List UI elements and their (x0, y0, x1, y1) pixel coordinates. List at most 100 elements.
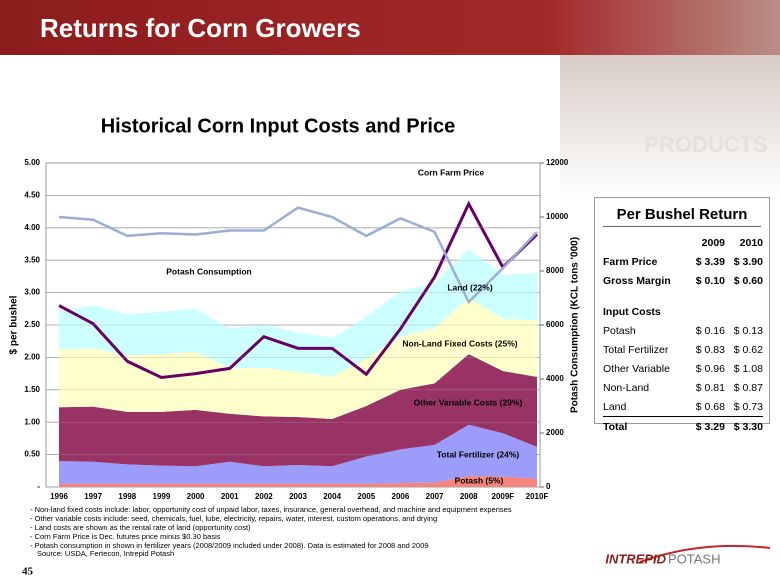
table-body: 2009 2010 Farm Price $ 3.39 $ 3.90 Gross Marg… (603, 233, 763, 436)
table-row: Farm Price $ 3.39 $ 3.90 (603, 252, 763, 271)
x-tick-label: 2001 (221, 492, 239, 501)
y2-tick-label: 8000 (546, 266, 564, 275)
table-cell: $ 0.16 (695, 324, 725, 337)
row-label: Total Fertilizer (603, 343, 669, 356)
x-tick-label: 2008 (460, 492, 478, 501)
y-axis-label: $ per bushel (9, 295, 20, 354)
series-label: Total Fertilizer (24%) (437, 449, 520, 459)
row-label: Non-Land (603, 381, 650, 394)
y-tick-label: 2.00 (24, 353, 40, 362)
header-bar (0, 0, 780, 55)
series-label: Non-Land Fixed Costs (25%) (402, 338, 517, 348)
logo-text: POTASH (668, 551, 721, 566)
table-row: Gross Margin $ 0.10 $ 0.60 (603, 271, 763, 290)
row-label: Potash (603, 324, 636, 337)
x-tick-label: 1998 (118, 492, 136, 501)
line (58, 200, 539, 380)
header-image-text: PRODUCTS (644, 132, 767, 157)
footnote: - Corn Farm Price is Dec. futures price … (30, 532, 221, 541)
logo-text: INTREPID (605, 551, 666, 566)
table-cell: $ 0.13 (733, 324, 763, 337)
table-row: Non-Land $ 0.81 $ 0.87 (603, 378, 763, 397)
series-label: Corn Farm Price (418, 167, 484, 177)
y-tick-label: - (37, 482, 40, 491)
table-cell: $ 0.60 (733, 274, 763, 287)
table-cell: $ 0.83 (695, 343, 725, 356)
table-cell: $ 3.30 (725, 416, 763, 436)
plot (46, 162, 540, 488)
area (59, 475, 537, 487)
footnote: - Non-land fixed costs include: labor, o… (30, 505, 512, 514)
row-label: Input Costs (603, 305, 661, 318)
y2-tick-label: 10000 (546, 212, 569, 221)
table-cell: $ 3.29 (687, 416, 725, 436)
table-cell: $ 0.87 (733, 381, 763, 394)
y2-tick-label: 6000 (546, 320, 564, 329)
table-cell: $ 0.68 (695, 400, 725, 413)
table-cell: $ 0.10 (695, 274, 725, 287)
table-cell: $ 3.90 (733, 255, 763, 268)
y-tick-label: 1.50 (24, 385, 40, 394)
y2-tick-label: 2000 (546, 428, 564, 437)
footnote: - Land costs are shown as the rental rat… (30, 523, 251, 532)
y-tick-label: 2.50 (24, 320, 40, 329)
x-tick-label: 2009F (492, 492, 515, 501)
table-row: Total $ 3.29 $ 3.30 (603, 416, 763, 436)
table-cell: $ 3.39 (695, 255, 725, 268)
y-tick-label: 3.00 (24, 288, 40, 297)
return-table: Per Bushel Return 2009 2010 Farm Price $ 3.… (594, 197, 770, 436)
y-tick-label: 4.50 (24, 191, 40, 200)
area (59, 297, 537, 419)
table-row: Total Fertilizer $ 0.83 $ 0.62 (603, 340, 763, 359)
x-tick-label: 1999 (153, 492, 171, 501)
column-header: 2009 (701, 236, 725, 249)
page-number: 45 (22, 566, 34, 578)
table-header-row: 2009 2010 (603, 233, 763, 252)
series-label: Other Variable Costs (29%) (414, 397, 523, 407)
row-label: Gross Margin (603, 274, 671, 287)
y2-tick-label: 12000 (546, 158, 569, 167)
table-cell (603, 233, 687, 252)
table-row: Land $ 0.68 $ 0.73 (603, 397, 763, 417)
row-label: Land (603, 400, 627, 413)
y2-tick-label: 4000 (546, 374, 564, 383)
series-label: Potash (5%) (455, 475, 504, 485)
area (59, 249, 537, 377)
y-tick-label: 4.00 (24, 223, 40, 232)
x-tick-label: 2006 (392, 492, 410, 501)
y2-tick-label: 0 (546, 482, 551, 491)
x-tick-label: 2004 (323, 492, 341, 501)
chart-title: Historical Corn Input Costs and Price (101, 115, 456, 137)
series-label: Potash Consumption (166, 266, 251, 276)
row-label: Farm Price (603, 255, 658, 268)
table-cell: $ 0.62 (733, 343, 763, 356)
table-row: Input Costs (603, 290, 763, 321)
row-label: Other Variable (603, 362, 670, 375)
x-tick-label: 2010F (526, 492, 549, 501)
area (59, 424, 537, 484)
y-tick-label: 5.00 (24, 158, 40, 167)
x-tick-label: 2000 (187, 492, 205, 501)
y-tick-label: 3.50 (24, 255, 40, 264)
x-tick-label: 2005 (357, 492, 375, 501)
x-tick-label: 1997 (84, 492, 102, 501)
footnote: - Other variable costs include: seed, ch… (30, 514, 437, 523)
footnote: - Potash consumption in shown in fertili… (30, 541, 429, 550)
table-cell: $ 1.08 (733, 362, 763, 375)
table-cell: $ 0.81 (695, 381, 725, 394)
area (59, 354, 537, 467)
y-tick-label: 0.50 (24, 450, 40, 459)
line (58, 206, 538, 305)
y2-axis-label: Potash Consumption (KCL tons '000) (570, 237, 581, 413)
table: 2009 2010 Farm Price $ 3.39 $ 3.90 Gross Marg… (603, 233, 763, 436)
x-tick-label: 2002 (255, 492, 273, 501)
x-tick-label: 2003 (289, 492, 307, 501)
column-header: 2010 (739, 236, 763, 249)
header-title: Returns for Corn Growers (40, 13, 361, 43)
series-label: Land (22%) (447, 282, 493, 292)
row-label: Total (603, 416, 687, 436)
table-row: Other Variable $ 0.96 $ 1.08 (603, 359, 763, 378)
y-tick-label: 1.00 (24, 417, 40, 426)
